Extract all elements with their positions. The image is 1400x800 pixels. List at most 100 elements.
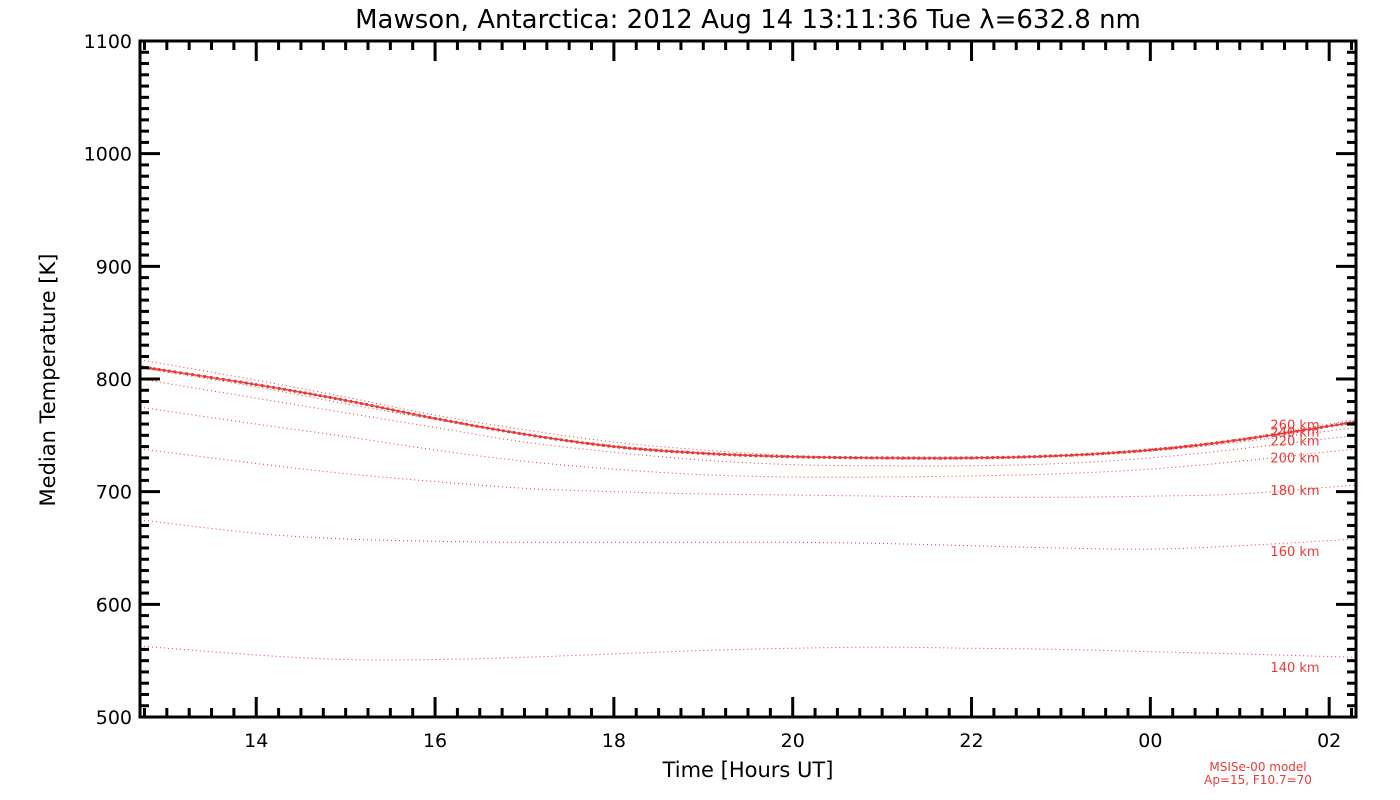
series-point-main-12 (197, 374, 201, 378)
series-point-main-155 (954, 456, 958, 460)
series-point-main-195 (1164, 447, 1168, 451)
series-point-main-150 (927, 456, 932, 460)
series-point-main-162 (991, 456, 995, 460)
series-point-main-36 (328, 395, 332, 400)
series-point-main-8 (173, 370, 177, 374)
series-point-main-183 (1101, 451, 1105, 455)
series-point-main-86 (591, 442, 595, 446)
series-point-main-217 (1283, 431, 1287, 435)
series-point-main-89 (607, 444, 611, 448)
series-line-140-km (139, 645, 1357, 661)
series-point-main-81 (564, 439, 569, 443)
series-point-main-43 (365, 402, 369, 407)
series-label-220-km: 220 km (1270, 435, 1319, 450)
series-point-main-103 (680, 450, 684, 454)
series-point-main-152 (938, 456, 942, 460)
series-point-main-167 (1017, 455, 1021, 459)
series-point-main-175 (1059, 454, 1063, 458)
series-point-main-141 (880, 456, 884, 460)
series-point-main-164 (1001, 455, 1005, 459)
series-point-main-18 (233, 379, 237, 383)
x-axis-label: Time [Hours UT] (662, 758, 834, 782)
series-point-main-90 (612, 445, 616, 449)
series-point-main-136 (854, 456, 858, 460)
series-point-main-68 (496, 428, 500, 432)
series-point-main-91 (617, 445, 621, 449)
series-point-main-187 (1122, 450, 1126, 454)
series-point-main-33 (313, 393, 317, 397)
series-point-main-102 (675, 450, 679, 454)
series-point-main-228 (1344, 421, 1348, 425)
series-point-main-199 (1184, 444, 1188, 449)
y-tick-label-900: 900 (96, 256, 132, 278)
series-point-main-172 (1043, 454, 1047, 458)
series-point-main-85 (586, 441, 590, 446)
series-point-main-125 (796, 455, 800, 459)
series-point-main-54 (422, 414, 427, 418)
series-point-main-165 (1006, 455, 1010, 459)
series-point-main-161 (985, 456, 989, 460)
series-point-main-75 (533, 434, 537, 438)
series-point-main-168 (1022, 455, 1026, 459)
series-point-main-210 (1243, 437, 1247, 441)
series-point-main-223 (1319, 425, 1323, 429)
series-point-main-83 (575, 440, 579, 444)
series-point-main-154 (948, 456, 953, 460)
series-point-main-115 (743, 453, 748, 457)
series-point-main-142 (885, 456, 890, 460)
series-point-main-207 (1226, 439, 1230, 443)
series-label-200-km: 200 km (1270, 451, 1319, 466)
series-point-main-61 (459, 421, 463, 425)
series-point-main-110 (717, 452, 721, 456)
series-point-main-220 (1301, 428, 1306, 432)
series-point-main-17 (227, 378, 231, 382)
series-point-main-145 (901, 456, 905, 460)
series-point-main-55 (428, 415, 432, 419)
series-point-main-114 (738, 453, 742, 457)
series-point-main-80 (559, 438, 563, 442)
series-point-main-19 (239, 380, 243, 384)
series-point-main-78 (549, 436, 553, 440)
series-point-main-173 (1048, 454, 1052, 458)
y-tick-label-1100: 1100 (84, 31, 132, 53)
series-point-main-113 (733, 453, 737, 457)
series-point-main-215 (1271, 433, 1275, 437)
series-point-main-146 (906, 456, 911, 460)
series-point-main-60 (454, 420, 458, 424)
series-point-main-182 (1096, 452, 1100, 456)
series-point-main-131 (827, 455, 832, 459)
series-point-main-70 (507, 430, 511, 434)
series-point-main-127 (806, 455, 811, 459)
series-point-main-214 (1265, 434, 1269, 438)
series-point-main-160 (980, 456, 984, 460)
series-line-220-km (139, 378, 1357, 467)
series-point-main-128 (812, 455, 816, 459)
series-point-main-74 (528, 433, 532, 437)
series-point-main-107 (701, 451, 705, 455)
series-point-main-213 (1259, 435, 1263, 439)
series-point-main-99 (659, 449, 663, 453)
series-point-main-21 (249, 382, 253, 386)
series-point-main-157 (964, 456, 968, 460)
series-point-main-76 (538, 435, 542, 439)
series-point-main-64 (475, 424, 479, 428)
series-point-main-94 (633, 447, 637, 451)
series-point-main-16 (221, 377, 225, 381)
series-point-main-112 (728, 453, 732, 457)
series-point-main-201 (1194, 443, 1198, 447)
x-tick-label-20: 20 (781, 730, 805, 752)
y-tick-label-1000: 1000 (84, 144, 132, 166)
series-point-main-200 (1189, 444, 1193, 448)
series-line-200-km (139, 406, 1357, 478)
series-point-main-219 (1295, 429, 1299, 433)
series-point-main-40 (349, 399, 353, 403)
x-tick-label-14: 14 (244, 730, 268, 752)
series-point-main-226 (1335, 423, 1339, 427)
series-point-main-105 (691, 451, 695, 455)
series-point-main-144 (896, 456, 900, 460)
series-point-main-6 (162, 368, 166, 372)
series-point-main-122 (780, 454, 784, 459)
y-tick-label-700: 700 (96, 482, 132, 504)
series-point-main-148 (917, 456, 921, 460)
